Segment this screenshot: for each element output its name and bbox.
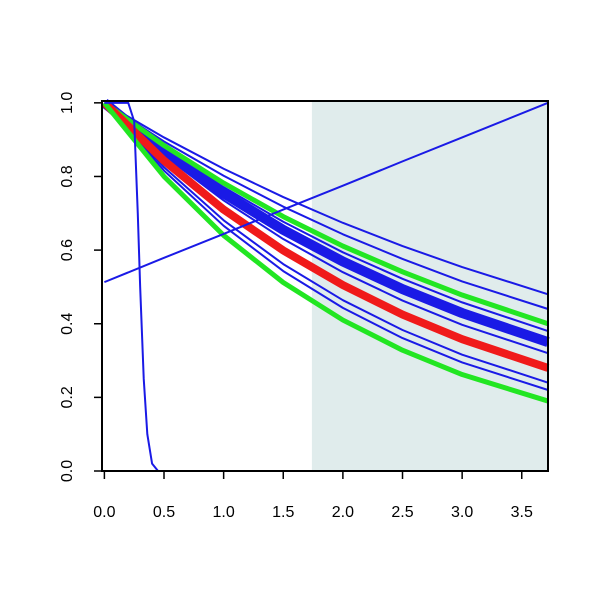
x-tick-label: 3.5	[511, 504, 533, 521]
x-tick-label: 3.0	[451, 504, 473, 521]
y-tick-label: 0.8	[59, 165, 76, 187]
y-tick-label: 0.2	[59, 386, 76, 408]
series-line	[103, 102, 549, 355]
series-line	[103, 101, 549, 296]
x-tick-label: 0.5	[153, 504, 175, 521]
y-tick-label: 0.0	[59, 460, 76, 482]
y-tick-label: 0.6	[59, 239, 76, 261]
series-line	[103, 102, 549, 384]
series-line	[103, 102, 549, 391]
x-tick-label: 0.0	[93, 504, 115, 521]
x-tick-label: 2.5	[391, 504, 413, 521]
series-line	[102, 100, 549, 327]
series-line	[102, 101, 549, 404]
x-tick-label: 1.0	[213, 504, 235, 521]
series-line	[101, 98, 550, 347]
y-tick-label: 1.0	[59, 92, 76, 114]
series-line	[104, 101, 548, 472]
series-line	[103, 102, 549, 310]
y-tick-label: 0.4	[59, 313, 76, 335]
x-tick-label: 1.5	[272, 504, 294, 521]
plot-box	[101, 100, 549, 472]
series-line	[104, 101, 549, 284]
series-line	[101, 99, 550, 372]
x-tick-label: 2.0	[332, 504, 354, 521]
